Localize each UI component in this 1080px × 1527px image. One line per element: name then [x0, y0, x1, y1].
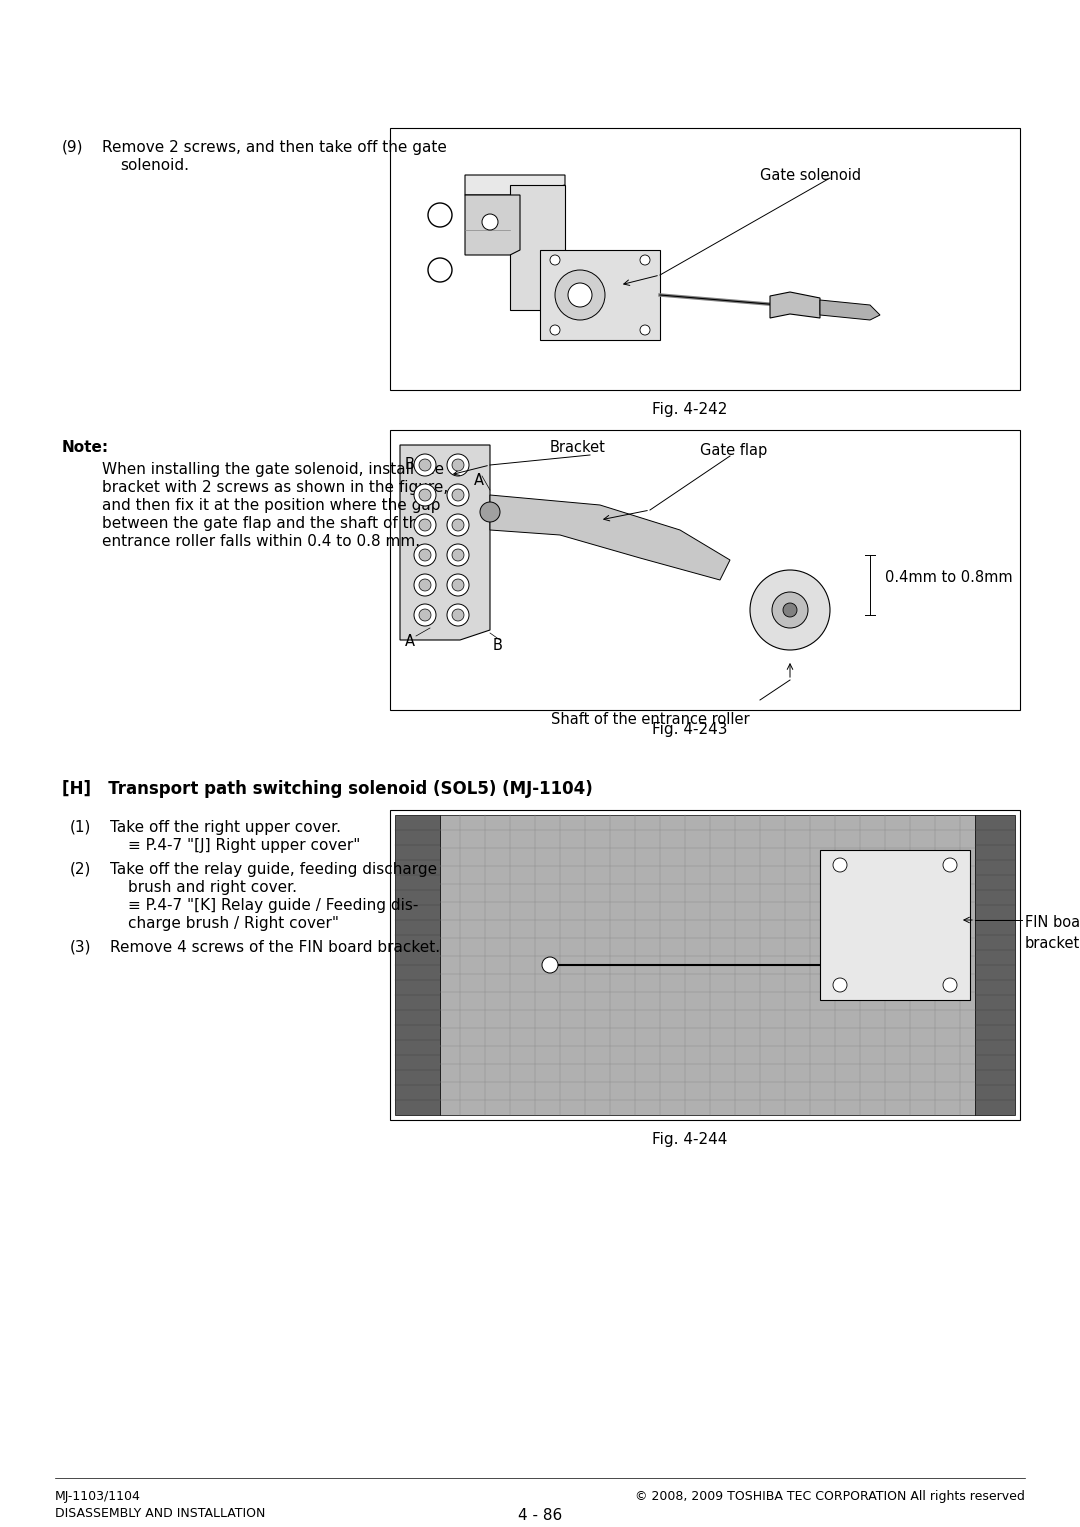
Text: Fig. 4-242: Fig. 4-242 [652, 402, 728, 417]
Text: Shaft of the entrance roller: Shaft of the entrance roller [551, 712, 750, 727]
Text: Fig. 4-243: Fig. 4-243 [652, 722, 728, 738]
Text: B: B [492, 638, 503, 654]
Text: and then fix it at the position where the gap: and then fix it at the position where th… [102, 498, 441, 513]
Circle shape [414, 544, 436, 567]
Circle shape [833, 977, 847, 993]
Circle shape [447, 484, 469, 505]
Polygon shape [440, 815, 975, 1115]
Text: [H]   Transport path switching solenoid (SOL5) (MJ-1104): [H] Transport path switching solenoid (S… [62, 780, 593, 799]
Bar [390, 128, 1020, 389]
Circle shape [414, 454, 436, 476]
Text: between the gate flap and the shaft of the: between the gate flap and the shaft of t… [102, 516, 428, 531]
Circle shape [414, 574, 436, 596]
Polygon shape [540, 250, 660, 341]
Circle shape [568, 282, 592, 307]
Circle shape [550, 325, 561, 334]
Text: (9): (9) [62, 140, 83, 156]
Text: (2): (2) [70, 863, 92, 876]
Circle shape [447, 605, 469, 626]
Circle shape [419, 519, 431, 531]
Text: A: A [405, 634, 415, 649]
Circle shape [750, 570, 831, 651]
Text: Remove 2 screws, and then take off the gate: Remove 2 screws, and then take off the g… [102, 140, 447, 156]
Text: Remove 4 screws of the FIN board bracket.: Remove 4 screws of the FIN board bracket… [110, 941, 441, 954]
Text: 0.4mm to 0.8mm: 0.4mm to 0.8mm [885, 570, 1013, 585]
Circle shape [453, 460, 464, 470]
Text: Take off the right upper cover.: Take off the right upper cover. [110, 820, 341, 835]
Circle shape [555, 270, 605, 321]
Circle shape [943, 858, 957, 872]
Circle shape [419, 550, 431, 560]
Text: solenoid.: solenoid. [120, 157, 189, 173]
Text: bracket with 2 screws as shown in the figure,: bracket with 2 screws as shown in the fi… [102, 479, 448, 495]
Circle shape [447, 544, 469, 567]
Circle shape [453, 550, 464, 560]
Text: © 2008, 2009 TOSHIBA TEC CORPORATION All rights reserved: © 2008, 2009 TOSHIBA TEC CORPORATION All… [635, 1490, 1025, 1503]
Text: ≡ P.4-7 "[J] Right upper cover": ≡ P.4-7 "[J] Right upper cover" [129, 838, 361, 854]
Polygon shape [465, 176, 565, 195]
Polygon shape [820, 299, 880, 321]
Circle shape [542, 957, 558, 973]
Text: charge brush / Right cover": charge brush / Right cover" [129, 916, 339, 931]
Circle shape [453, 609, 464, 621]
Circle shape [419, 460, 431, 470]
Circle shape [447, 515, 469, 536]
Circle shape [482, 214, 498, 231]
Text: A: A [474, 473, 484, 489]
Polygon shape [395, 815, 440, 1115]
Text: When installing the gate solenoid, install the: When installing the gate solenoid, insta… [102, 463, 444, 476]
Circle shape [414, 484, 436, 505]
Text: entrance roller falls within 0.4 to 0.8 mm.: entrance roller falls within 0.4 to 0.8 … [102, 534, 420, 550]
Text: brush and right cover.: brush and right cover. [129, 880, 297, 895]
Polygon shape [820, 851, 970, 1000]
Circle shape [414, 515, 436, 536]
Text: MJ-1103/1104: MJ-1103/1104 [55, 1490, 140, 1503]
Text: Bracket: Bracket [550, 440, 606, 455]
Bar [390, 809, 1020, 1119]
Circle shape [428, 258, 453, 282]
Circle shape [640, 255, 650, 266]
Text: (3): (3) [70, 941, 92, 954]
Polygon shape [465, 195, 519, 255]
Circle shape [447, 574, 469, 596]
Circle shape [428, 203, 453, 228]
Circle shape [640, 325, 650, 334]
Circle shape [550, 255, 561, 266]
Circle shape [833, 858, 847, 872]
Text: B: B [405, 457, 415, 472]
Polygon shape [400, 444, 490, 640]
Circle shape [419, 609, 431, 621]
Text: Gate solenoid: Gate solenoid [760, 168, 861, 183]
Circle shape [480, 502, 500, 522]
Polygon shape [490, 495, 730, 580]
Circle shape [943, 977, 957, 993]
Circle shape [453, 519, 464, 531]
Text: DISASSEMBLY AND INSTALLATION: DISASSEMBLY AND INSTALLATION [55, 1507, 266, 1519]
Bar [390, 431, 1020, 710]
Circle shape [772, 592, 808, 628]
Circle shape [447, 454, 469, 476]
Circle shape [419, 489, 431, 501]
Circle shape [453, 579, 464, 591]
Circle shape [783, 603, 797, 617]
Polygon shape [510, 185, 565, 310]
Text: FIN board
bracket: FIN board bracket [1025, 915, 1080, 951]
Circle shape [453, 489, 464, 501]
Text: Note:: Note: [62, 440, 109, 455]
Circle shape [419, 579, 431, 591]
Text: Gate flap: Gate flap [700, 443, 767, 458]
Polygon shape [975, 815, 1015, 1115]
Text: Take off the relay guide, feeding discharge: Take off the relay guide, feeding discha… [110, 863, 437, 876]
Text: ≡ P.4-7 "[K] Relay guide / Feeding dis-: ≡ P.4-7 "[K] Relay guide / Feeding dis- [129, 898, 418, 913]
Text: 4 - 86: 4 - 86 [518, 1509, 562, 1522]
Circle shape [414, 605, 436, 626]
Polygon shape [770, 292, 820, 318]
Text: Fig. 4-244: Fig. 4-244 [652, 1132, 728, 1147]
Text: (1): (1) [70, 820, 92, 835]
